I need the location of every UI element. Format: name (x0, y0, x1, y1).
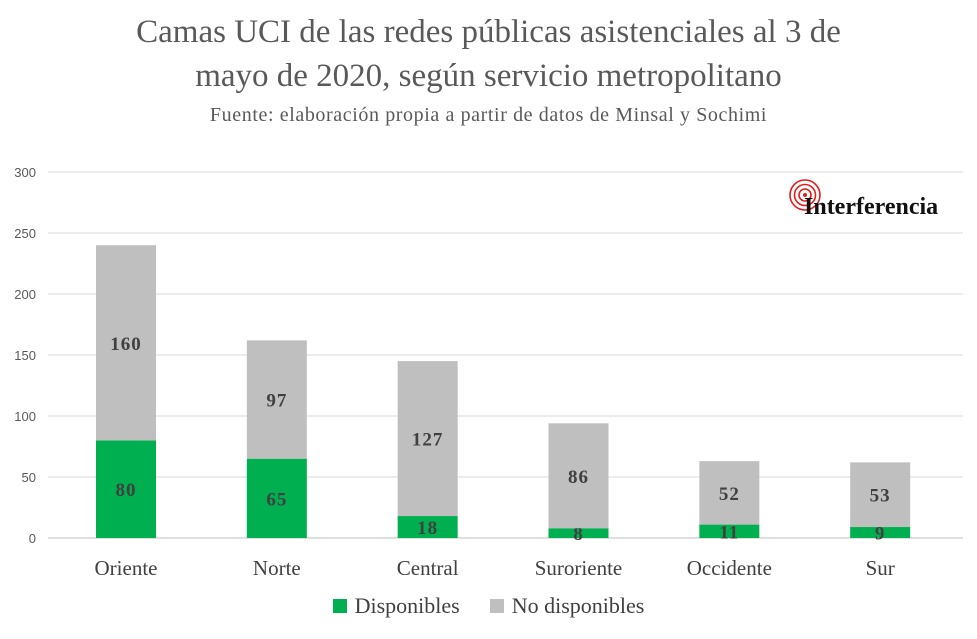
bar-disponibles (96, 440, 156, 538)
legend-label-no-disponibles: No disponibles (511, 593, 645, 618)
legend-item-no-disponibles: No disponibles (489, 593, 645, 619)
bar-no-disponibles (699, 461, 760, 525)
data-label-disponibles: 18 (417, 518, 438, 539)
signal-rings-icon (789, 179, 821, 211)
y-tick-label: 200 (14, 287, 36, 302)
bar-disponibles (397, 516, 458, 538)
legend-label-disponibles: Disponibles (354, 593, 460, 618)
legend-swatch-disponibles (332, 599, 347, 613)
x-category-label: Central (397, 556, 459, 580)
data-label-disponibles: 8 (573, 524, 584, 545)
data-label-no-disponibles: 53 (870, 486, 891, 507)
chart-title-line-1: Camas UCI de las redes públicas asistenc… (136, 14, 841, 50)
data-label-disponibles: 65 (266, 489, 287, 510)
x-category-label: Sur (866, 556, 895, 580)
legend-item-disponibles: Disponibles (332, 593, 460, 619)
brand-logo: Interferencia (788, 178, 968, 224)
brand-name: Interferencia (804, 194, 939, 220)
bar-no-disponibles (850, 462, 911, 528)
chart-title: Camas UCI de las redes públicas asistenc… (0, 10, 977, 98)
bar-disponibles (850, 527, 911, 538)
y-tick-label: 300 (14, 165, 36, 180)
bar-chart-svg: 0 50 100 150 200 250 300 80 160 Oriente 65 97 Norte 1… (14, 165, 963, 580)
bar-disponibles (699, 524, 760, 538)
data-label-disponibles: 9 (875, 524, 886, 545)
x-category-label: Occidente (687, 556, 772, 580)
bar-disponibles (246, 458, 307, 538)
x-category-label: Oriente (95, 556, 158, 580)
y-tick-label: 50 (22, 470, 36, 485)
bar-disponibles (548, 528, 609, 538)
chart-title-line-2: mayo de 2020, según servicio metropolita… (195, 58, 782, 94)
y-tick-label: 150 (14, 348, 36, 363)
data-label-no-disponibles: 52 (719, 484, 740, 505)
bar-no-disponibles (397, 361, 458, 517)
bar-no-disponibles (548, 423, 609, 529)
data-label-disponibles: 11 (719, 522, 739, 543)
bar-no-disponibles (96, 245, 156, 441)
y-tick-label: 100 (14, 409, 36, 424)
data-label-no-disponibles: 97 (266, 391, 287, 412)
data-label-no-disponibles: 127 (412, 430, 444, 451)
data-label-no-disponibles: 160 (110, 334, 142, 355)
data-label-no-disponibles: 86 (568, 467, 589, 488)
legend-swatch-no-disponibles (489, 599, 504, 613)
bar-no-disponibles (246, 340, 307, 459)
y-tick-label: 0 (29, 531, 36, 546)
x-category-label: Norte (253, 556, 301, 580)
y-tick-label: 250 (14, 226, 36, 241)
data-label-disponibles: 80 (116, 480, 137, 501)
chart-legend: Disponibles No disponibles (0, 593, 977, 619)
x-category-label: Suroriente (535, 556, 622, 580)
chart-subtitle: Fuente: elaboración propia a partir de d… (209, 104, 768, 126)
